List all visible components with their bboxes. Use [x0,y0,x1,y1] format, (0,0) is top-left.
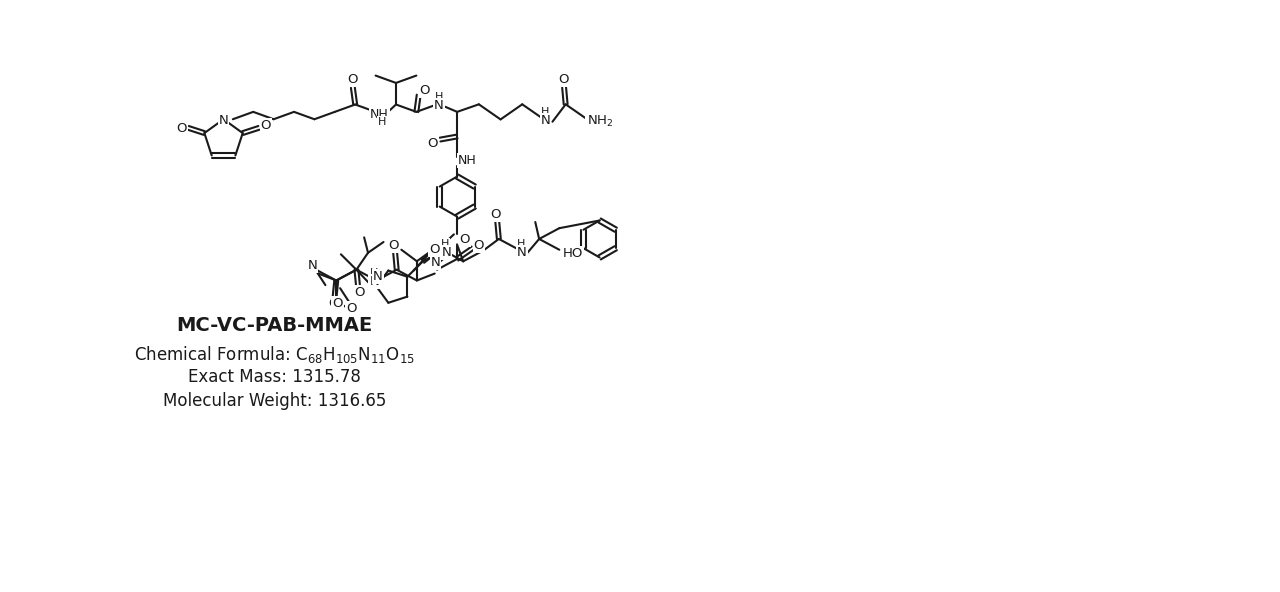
Text: N: N [540,114,550,127]
Text: H: H [435,92,443,102]
Text: NH: NH [458,154,476,167]
Text: O: O [558,73,568,86]
Text: O: O [388,239,399,252]
Text: O: O [261,119,271,132]
Text: Exact Mass: 1315.78: Exact Mass: 1315.78 [188,368,361,387]
Text: O: O [347,303,357,316]
Text: N: N [434,99,444,112]
Text: H: H [442,239,449,249]
Text: Chemical Formula: $\mathregular{C_{68}H_{105}N_{11}O_{15}}$: Chemical Formula: $\mathregular{C_{68}H_… [134,344,415,365]
Text: N: N [517,246,527,259]
Text: H: H [541,107,549,117]
Text: NH$_2$: NH$_2$ [586,114,613,128]
Text: HO: HO [563,247,584,260]
Text: N: N [442,246,451,259]
Text: O: O [435,243,445,256]
Text: H: H [378,117,387,127]
Text: O: O [428,137,438,150]
Text: O: O [420,84,430,97]
Text: O: O [348,73,358,86]
Text: N: N [307,259,317,272]
Text: MC-VC-PAB-MMAE: MC-VC-PAB-MMAE [177,316,372,334]
Text: H: H [370,268,379,278]
Text: O: O [355,287,365,300]
Text: N: N [219,114,228,127]
Text: Molecular Weight: 1316.65: Molecular Weight: 1316.65 [163,391,387,410]
Text: O: O [175,122,187,135]
Text: N: N [370,275,379,288]
Text: H: H [517,239,526,249]
Text: O: O [429,243,440,256]
Text: N: N [430,256,440,269]
Text: O: O [460,233,470,246]
Text: O: O [490,208,500,221]
Text: O: O [474,239,484,252]
Text: O: O [328,297,338,310]
Text: NH: NH [370,108,389,121]
Text: N: N [374,270,383,283]
Text: O: O [333,297,343,310]
